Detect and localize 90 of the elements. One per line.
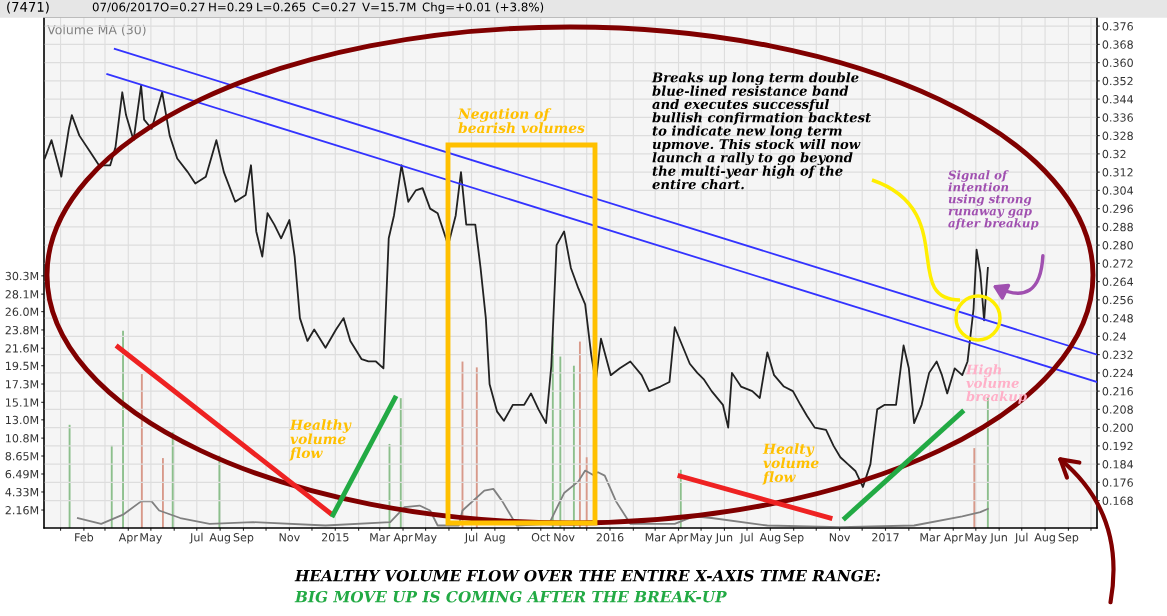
x-tick-label: Jun (989, 533, 1007, 544)
x-tick-label: 2016 (596, 533, 624, 542)
text: C=0.27 (312, 2, 356, 12)
y-tick-label: 23.8M (5, 325, 39, 335)
x-tick-label: Apr (118, 533, 138, 544)
y2-tick-label: 0.264 (1102, 277, 1134, 286)
y-tick-label: 28.1M (5, 290, 39, 299)
y2-tick-label: 0.344 (1102, 95, 1134, 104)
text: HEALTHY VOLUME FLOW OVER THE ENTIRE X-AXIS TIME RANGE: (294, 569, 881, 582)
x-tick-label: May (965, 533, 987, 544)
text: 07/06/2017 (92, 2, 160, 13)
y2-tick-label: 0.296 (1102, 204, 1133, 213)
x-tick-label: Mar (645, 533, 666, 542)
x-tick-label: Jun (715, 533, 733, 544)
text: BIG MOVE UP IS COMING AFTER THE BREAK-UP (294, 590, 727, 603)
y2-tick-label: 0.376 (1102, 22, 1133, 31)
x-tick-label: Mar (920, 533, 941, 542)
line-series (76, 469, 989, 528)
x-tick-label: Jul (189, 532, 203, 544)
x-tick-label: Aug (484, 533, 505, 544)
x-tick-label: Feb (75, 532, 94, 542)
y2-tick-label: 0.176 (1102, 478, 1133, 487)
y2-tick-label: 0.200 (1102, 423, 1133, 432)
text: Chg=+0.01 (+3.8%) (422, 2, 544, 14)
x-tick-label: 2017 (872, 533, 899, 542)
y2-tick-label: 0.216 (1102, 387, 1133, 396)
y2-tick-label: 0.208 (1102, 405, 1133, 414)
annotation: Healty volume flow (762, 443, 819, 485)
x-tick-label: Sep (1058, 533, 1079, 544)
y-tick-label: 30.3M (5, 271, 39, 281)
x-tick-label: Jul (739, 532, 753, 544)
text: V=15.7M (362, 2, 416, 12)
text: (7471) (7, 1, 49, 14)
y-tick-label: 2.16M (5, 506, 39, 515)
y-tick-label: 15.1M (6, 398, 39, 407)
y2-tick-label: 0.336 (1102, 113, 1133, 122)
y2-tick-label: 0.32 (1102, 149, 1126, 159)
x-tick-label: Aug (1034, 533, 1055, 544)
x-tick-label: 2015 (321, 533, 349, 542)
x-tick-label: Jul (464, 532, 478, 544)
annotation: Signal of intention using strong runaway gap after breakup (948, 170, 1039, 230)
y2-tick-label: 0.256 (1102, 295, 1133, 305)
x-tick-label: May (140, 533, 163, 544)
y-tick-label: 8.65M (5, 451, 39, 461)
y2-tick-label: 0.280 (1102, 241, 1133, 250)
y2-tick-label: 0.232 (1102, 350, 1133, 359)
y2-tick-label: 0.368 (1102, 40, 1133, 49)
y2-tick-label: 0.192 (1102, 441, 1133, 451)
y-tick-label: 4.33M (5, 487, 39, 497)
x-tick-label: May (415, 533, 437, 544)
x-tick-label: Nov (554, 533, 575, 542)
x-tick-label: Apr (668, 533, 689, 544)
x-tick-label: Nov (829, 533, 851, 542)
x-tick-label: Mar (370, 533, 391, 542)
y-tick-label: 26.0M (5, 307, 39, 316)
y-tick-label: 13.0M (6, 415, 39, 425)
y2-tick-label: 0.328 (1102, 131, 1133, 140)
x-tick-label: Sep (783, 533, 804, 544)
y-tick-label: 10.8M (6, 434, 39, 443)
x-tick-label: Jul (1014, 532, 1028, 544)
x-tick-label: Nov (279, 533, 300, 542)
annotation: Negation of bearish volumes (457, 108, 585, 134)
x-tick-label: May (690, 533, 713, 544)
y2-tick-label: 0.224 (1102, 368, 1134, 378)
y2-tick-label: 0.360 (1102, 58, 1133, 67)
y2-tick-label: 0.304 (1102, 186, 1134, 195)
x-tick-label: Sep (233, 533, 254, 544)
x-tick-label: Oct (531, 533, 551, 542)
x-tick-label: Apr (393, 533, 413, 544)
y2-tick-label: 0.312 (1102, 168, 1133, 177)
text: O=0.27 (160, 2, 205, 12)
y2-tick-label: 0.168 (1102, 496, 1133, 505)
y2-tick-label: 0.272 (1102, 259, 1133, 268)
text: Volume MA (30) (47, 24, 146, 36)
y-tick-label: 21.6M (5, 344, 39, 353)
y2-tick-label: 0.24 (1102, 332, 1126, 341)
x-tick-label: Aug (759, 533, 781, 544)
text: L=0.265 (257, 2, 306, 12)
y2-tick-label: 0.352 (1102, 76, 1133, 86)
text: Breaks up long term double blue-lined resistance band and executes successful bullish confirmation backtest to indicate new long term upmove. This stock will now launch a rally to go beyond the multi-year high of the entire chart. (651, 72, 871, 190)
y-tick-label: 6.49M (5, 469, 39, 479)
text: H=0.29 (209, 2, 253, 12)
y2-tick-label: 0.288 (1102, 222, 1133, 232)
y2-tick-label: 0.184 (1102, 460, 1134, 469)
x-tick-label: Apr (943, 533, 963, 544)
annotation: Healthy volume flow (289, 419, 352, 461)
y-tick-label: 17.3M (6, 380, 39, 389)
y-tick-label: 19.5M (6, 361, 39, 371)
x-tick-label: Aug (209, 533, 230, 544)
y2-tick-label: 0.248 (1102, 314, 1133, 323)
